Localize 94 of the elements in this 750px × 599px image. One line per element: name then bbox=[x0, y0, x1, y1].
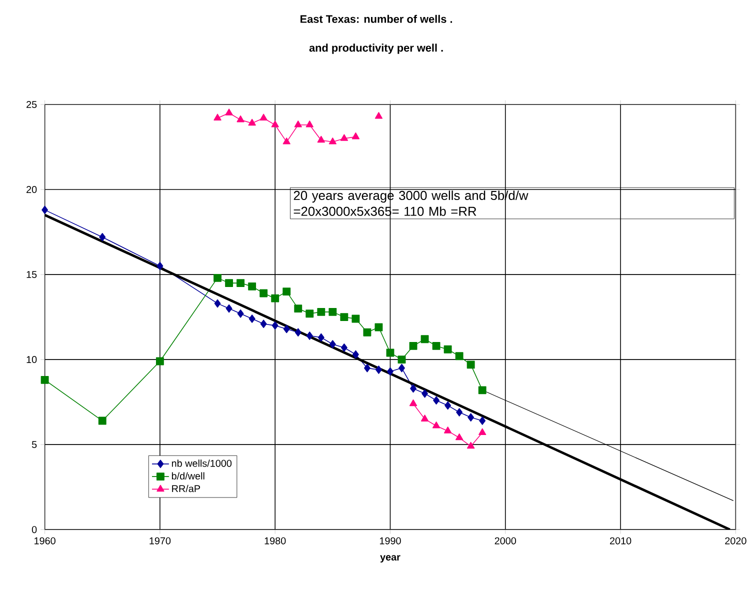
point bbox=[329, 340, 336, 348]
point bbox=[214, 274, 222, 282]
point bbox=[467, 442, 475, 449]
point bbox=[283, 324, 290, 333]
point bbox=[214, 114, 222, 120]
point bbox=[40, 376, 49, 384]
x-tick-label: 1980 bbox=[264, 537, 286, 544]
point bbox=[340, 343, 348, 352]
point bbox=[432, 421, 440, 428]
point bbox=[236, 115, 244, 122]
point bbox=[375, 365, 382, 374]
x-tick-label: 1970 bbox=[150, 537, 171, 544]
legend-label: nb wells/1000 bbox=[172, 459, 232, 467]
point bbox=[214, 299, 221, 308]
point bbox=[478, 428, 486, 435]
y-tick-label: 20 bbox=[26, 186, 37, 193]
point bbox=[352, 132, 360, 140]
point bbox=[456, 408, 463, 416]
point bbox=[42, 206, 48, 214]
point bbox=[455, 352, 464, 360]
point bbox=[225, 108, 233, 116]
point bbox=[479, 416, 486, 425]
point bbox=[374, 323, 383, 332]
point bbox=[271, 120, 279, 128]
point bbox=[410, 384, 416, 393]
point bbox=[248, 314, 256, 323]
point bbox=[398, 355, 406, 364]
y-tick-label: 5 bbox=[32, 440, 37, 448]
point bbox=[271, 294, 280, 302]
point bbox=[248, 282, 256, 290]
point bbox=[340, 312, 348, 321]
point bbox=[455, 433, 464, 440]
point bbox=[444, 345, 452, 354]
point bbox=[282, 137, 290, 144]
point bbox=[294, 304, 302, 312]
point bbox=[422, 389, 428, 398]
point bbox=[420, 335, 429, 343]
point bbox=[409, 342, 418, 350]
point bbox=[398, 364, 405, 372]
legend-label: b/d/well bbox=[172, 472, 204, 480]
y-tick-label: 25 bbox=[26, 100, 37, 108]
point bbox=[409, 399, 418, 406]
point bbox=[260, 320, 267, 328]
point bbox=[352, 314, 360, 323]
point bbox=[433, 396, 440, 404]
point bbox=[387, 367, 394, 376]
point bbox=[98, 416, 106, 425]
point bbox=[444, 401, 452, 410]
point bbox=[237, 309, 244, 318]
x-tick-label: 2000 bbox=[494, 537, 516, 544]
point bbox=[328, 137, 336, 144]
point bbox=[317, 136, 325, 142]
y-tick-label: 0 bbox=[32, 526, 37, 533]
point bbox=[328, 308, 337, 316]
x-tick-label: 1990 bbox=[380, 537, 401, 544]
legend-label: RR/aP bbox=[172, 484, 200, 492]
point bbox=[282, 287, 291, 296]
point bbox=[99, 232, 106, 242]
point bbox=[466, 360, 475, 368]
point bbox=[478, 386, 486, 394]
point bbox=[364, 364, 370, 372]
point bbox=[260, 289, 268, 298]
x-tick-label: 2010 bbox=[610, 537, 632, 544]
point bbox=[306, 310, 314, 318]
point bbox=[468, 413, 474, 422]
x-tick-label: 1960 bbox=[34, 537, 56, 544]
x-tick-label: 2020 bbox=[725, 537, 746, 544]
point bbox=[352, 350, 359, 358]
point bbox=[317, 308, 326, 316]
y-tick-label: 15 bbox=[26, 270, 37, 278]
point bbox=[260, 114, 268, 120]
point bbox=[226, 304, 232, 313]
point bbox=[340, 134, 348, 141]
chart-subtitle: and productivity per well . bbox=[309, 44, 443, 54]
point bbox=[225, 278, 234, 287]
x-axis-title: year bbox=[380, 554, 400, 562]
point bbox=[386, 348, 394, 357]
point bbox=[156, 357, 164, 366]
point bbox=[306, 120, 314, 128]
point bbox=[444, 426, 452, 434]
point bbox=[236, 278, 245, 287]
point bbox=[156, 262, 164, 270]
point bbox=[248, 118, 256, 126]
point bbox=[432, 342, 440, 350]
point bbox=[294, 120, 302, 128]
point bbox=[294, 328, 302, 336]
point bbox=[272, 321, 278, 330]
y-tick-label: 10 bbox=[26, 356, 37, 363]
point bbox=[318, 333, 324, 342]
point bbox=[363, 328, 372, 336]
point bbox=[374, 112, 383, 119]
point bbox=[306, 331, 313, 340]
point bbox=[420, 414, 429, 422]
chart-title: East Texas: number of wells . bbox=[300, 14, 452, 23]
